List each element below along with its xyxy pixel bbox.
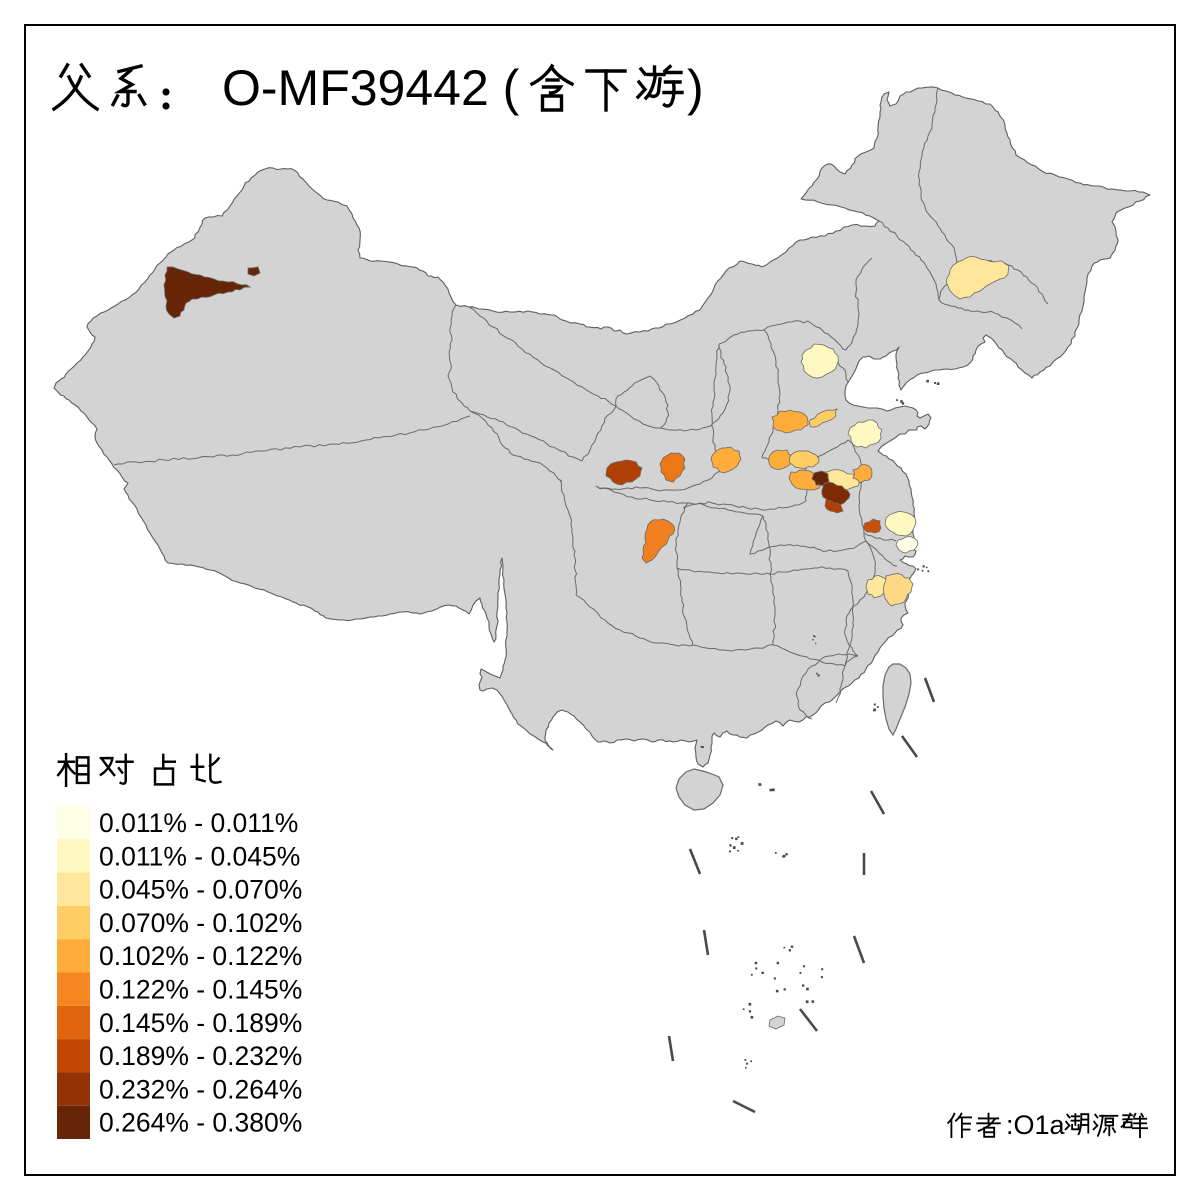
svg-text:0.011% - 0.011%: 0.011% - 0.011%: [99, 808, 298, 838]
svg-text:0.102% - 0.122%: 0.102% - 0.122%: [99, 941, 302, 971]
svg-text::O1a: :O1a: [1006, 1110, 1066, 1140]
svg-text:0.264% - 0.380%: 0.264% - 0.380%: [99, 1108, 302, 1138]
svg-text:0.145% - 0.189%: 0.145% - 0.189%: [99, 1008, 302, 1038]
svg-text:0.232% - 0.264%: 0.232% - 0.264%: [99, 1074, 302, 1104]
svg-text:0.189% - 0.232%: 0.189% - 0.232%: [99, 1041, 302, 1071]
svg-text:0.122% - 0.145%: 0.122% - 0.145%: [99, 975, 302, 1005]
svg-text:0.070% - 0.102%: 0.070% - 0.102%: [99, 908, 302, 938]
svg-text:): ): [687, 60, 704, 116]
svg-text:0.011% - 0.045%: 0.011% - 0.045%: [99, 841, 300, 871]
svg-text:O-MF39442 (: O-MF39442 (: [222, 60, 520, 116]
svg-text:0.045% - 0.070%: 0.045% - 0.070%: [99, 875, 302, 905]
